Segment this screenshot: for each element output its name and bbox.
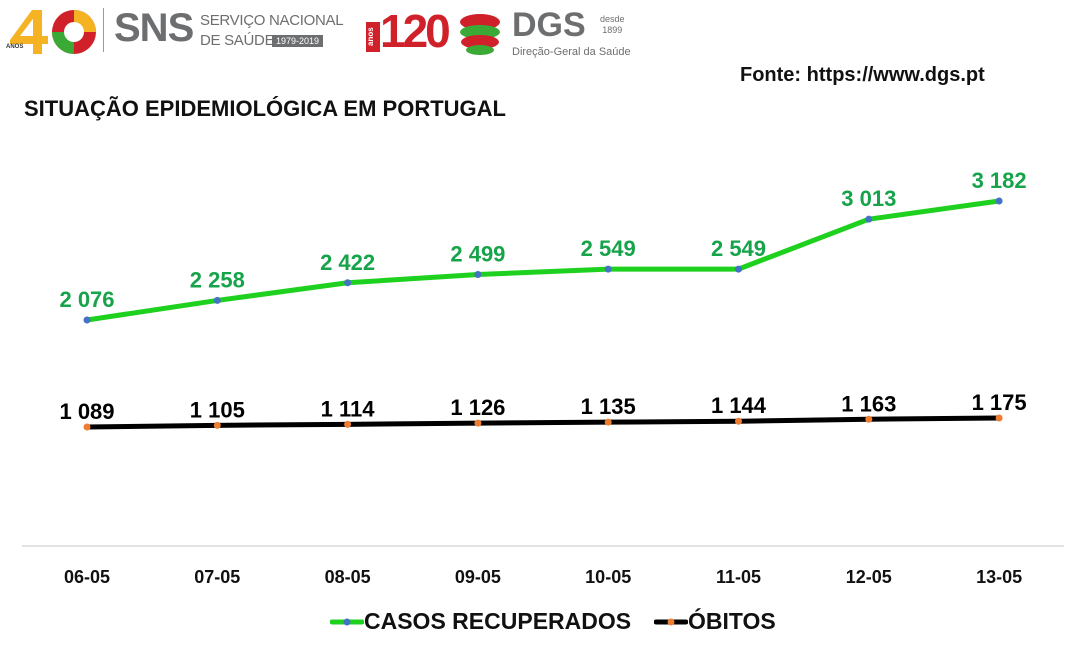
chart-legend: CASOS RECUPERADOS ÓBITOS <box>0 606 1071 638</box>
x-tick-label: 12-05 <box>846 567 892 587</box>
data-label: 2 499 <box>450 241 505 266</box>
data-point <box>213 296 221 304</box>
sns-years-badge: 1979-2019 <box>272 35 324 47</box>
sns-name-line2: DE SAÚDE <box>200 32 275 49</box>
data-point <box>474 270 482 278</box>
data-label: 2 076 <box>59 287 114 312</box>
logo-divider <box>103 8 104 52</box>
data-label: 2 258 <box>190 267 245 292</box>
data-point <box>83 316 91 324</box>
data-label: 2 549 <box>711 236 766 261</box>
source-text: Fonte: https://www.dgs.pt <box>740 64 985 86</box>
data-point <box>213 421 221 429</box>
dgs-since: desde 1899 <box>600 14 625 35</box>
sns-name-line1: SERVIÇO NACIONAL <box>200 12 344 29</box>
dgs-full-name: Direção-Geral da Saúde <box>512 46 631 58</box>
dgs-120-number: 120 <box>380 5 451 57</box>
data-point <box>865 415 873 423</box>
legend-line-marker-icon <box>330 618 364 626</box>
data-point <box>604 418 612 426</box>
data-point <box>344 279 352 287</box>
data-label: 1 126 <box>450 395 505 420</box>
data-label: 1 089 <box>59 399 114 424</box>
data-point <box>604 265 612 273</box>
dgs-120-years-logo: anos 120 <box>364 5 464 58</box>
data-point <box>995 414 1003 422</box>
data-point <box>735 417 742 425</box>
data-label: 3 182 <box>972 168 1027 193</box>
data-point <box>735 265 742 273</box>
data-point <box>474 419 482 427</box>
sns-acronym: SNS <box>114 6 194 50</box>
data-label: 1 175 <box>972 390 1027 415</box>
header-logos: ANOS SNS SERVIÇO NACIONAL DE SAÚDE 1979-… <box>0 0 1071 70</box>
x-tick-label: 07-05 <box>194 567 240 587</box>
data-label: 1 135 <box>581 394 636 419</box>
dgs-acronym: DGS <box>512 6 586 44</box>
data-point <box>995 197 1003 205</box>
x-tick-label: 10-05 <box>585 567 631 587</box>
data-label: 2 422 <box>320 250 375 275</box>
series-line-recovered <box>84 198 1002 323</box>
legend-line-marker-icon <box>654 618 688 626</box>
data-label: 1 114 <box>321 396 376 421</box>
x-tick-label: 13-05 <box>976 567 1022 587</box>
data-label: 1 163 <box>841 391 896 416</box>
data-label: 3 013 <box>841 186 896 211</box>
data-label: 1 144 <box>711 393 767 418</box>
series-line-deaths <box>84 415 1002 430</box>
logo-40-caption: ANOS <box>6 44 24 50</box>
legend-label: ÓBITOS <box>688 608 776 634</box>
data-label: 1 105 <box>190 397 245 422</box>
chart-title: SITUAÇÃO EPIDEMIOLÓGICA EM PORTUGAL <box>24 96 506 121</box>
sns-40-years-emblem-icon <box>10 10 96 54</box>
dgs-emblem-icon <box>458 12 502 56</box>
x-tick-label: 11-05 <box>716 567 761 587</box>
data-label: 2 549 <box>581 236 636 261</box>
data-point <box>344 420 352 428</box>
legend-label: CASOS RECUPERADOS <box>364 608 632 634</box>
line-chart: 06-05 07-05 08-05 09-05 10-05 11-05 12-05 13-05… <box>22 168 1064 587</box>
x-tick-label: 09-05 <box>455 567 501 587</box>
data-point <box>83 423 91 431</box>
data-point <box>865 215 873 223</box>
x-tick-label: 06-05 <box>64 567 110 587</box>
x-tick-label: 08-05 <box>325 567 371 587</box>
sns-40-years-logo: ANOS <box>6 6 98 58</box>
